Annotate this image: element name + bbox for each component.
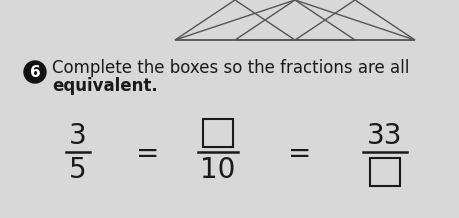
Text: Complete the boxes so the fractions are all: Complete the boxes so the fractions are … bbox=[52, 59, 409, 77]
Bar bbox=[369, 158, 399, 186]
Text: =: = bbox=[136, 140, 159, 168]
Bar bbox=[202, 119, 233, 147]
Text: 6: 6 bbox=[29, 65, 40, 80]
Text: 33: 33 bbox=[366, 122, 402, 150]
Text: 5: 5 bbox=[69, 156, 87, 184]
Circle shape bbox=[24, 61, 46, 83]
Text: 10: 10 bbox=[200, 156, 235, 184]
Text: equivalent.: equivalent. bbox=[52, 77, 157, 95]
Text: =: = bbox=[288, 140, 311, 168]
Text: 3: 3 bbox=[69, 122, 87, 150]
